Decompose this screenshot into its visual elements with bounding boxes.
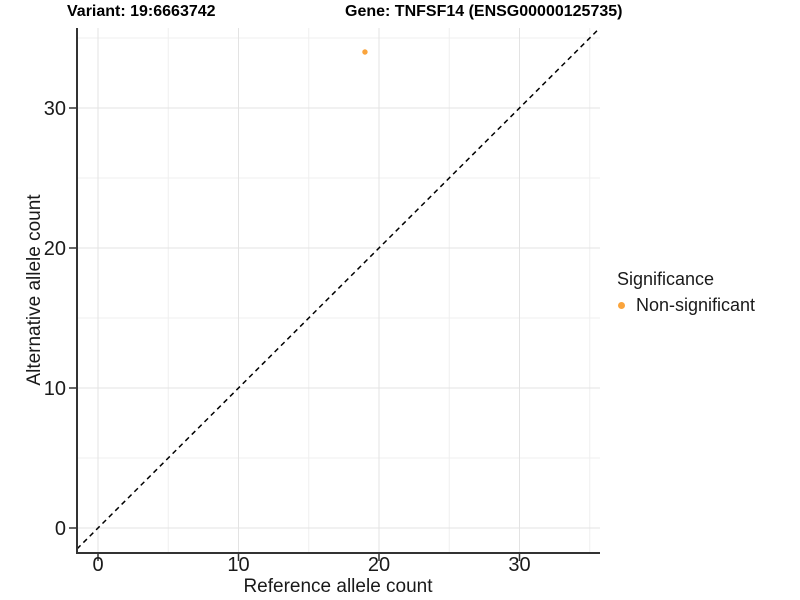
- legend-item-label: Non-significant: [636, 295, 756, 315]
- y-tick-label: 20: [44, 238, 66, 260]
- legend-item-non-significant: Non-significant: [616, 295, 755, 316]
- x-axis-title: Reference allele count: [243, 576, 433, 597]
- identity-dashed-line: [76, 27, 601, 550]
- x-tick-label: 10: [227, 554, 249, 576]
- x-tick-label: 20: [368, 554, 390, 576]
- y-axis-title: Alternative allele count: [24, 194, 45, 386]
- x-tick-label: 0: [92, 554, 103, 576]
- x-tick-label: 30: [508, 554, 530, 576]
- legend: Significance Non-significant: [616, 269, 755, 316]
- plot-title-variant: Variant: 19:6663742: [67, 3, 216, 20]
- chart-layer: 0 10 20 30 0 10 20 30: [44, 27, 601, 576]
- legend-title: Significance: [617, 269, 715, 289]
- y-tick-label: 10: [44, 378, 66, 400]
- data-point: [362, 49, 368, 55]
- y-tick-label: 30: [44, 98, 66, 120]
- legend-point-icon: [618, 302, 625, 309]
- y-tick-label: 0: [55, 518, 66, 540]
- plot-title-gene: Gene: TNFSF14 (ENSG00000125735): [345, 3, 623, 20]
